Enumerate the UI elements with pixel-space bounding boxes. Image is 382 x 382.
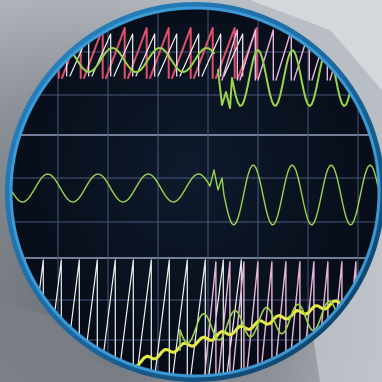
trace-bottom-rising-yellow bbox=[118, 290, 378, 375]
trace-middle-signal bbox=[12, 164, 378, 226]
background-frame bbox=[0, 300, 120, 382]
lens-rim bbox=[9, 6, 381, 378]
background-panel bbox=[250, 0, 382, 90]
